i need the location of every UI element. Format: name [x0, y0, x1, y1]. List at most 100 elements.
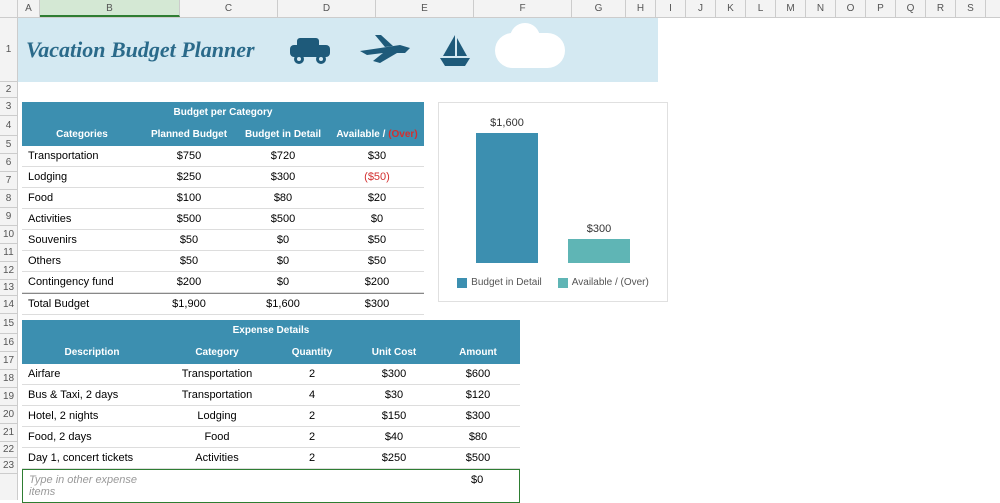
cell-category[interactable]: Activities [22, 209, 142, 229]
budget-row[interactable]: Contingency fund$200$0$200 [22, 272, 424, 293]
col-header-K[interactable]: K [716, 0, 746, 17]
budget-row[interactable]: Food$100$80$20 [22, 188, 424, 209]
spreadsheet-area[interactable]: Vacation Budget Planner Budget per Categ… [18, 18, 1000, 500]
cell-planned[interactable]: $500 [142, 209, 236, 229]
cell-category[interactable]: Others [22, 251, 142, 271]
row-header-17[interactable]: 17 [0, 352, 17, 370]
cell-detail[interactable]: $0 [236, 230, 330, 250]
row-header-18[interactable]: 18 [0, 370, 17, 388]
cell-avail[interactable]: $0 [330, 209, 424, 229]
row-header-1[interactable]: 1 [0, 18, 17, 82]
col-header-N[interactable]: N [806, 0, 836, 17]
row-header-20[interactable]: 20 [0, 406, 17, 424]
cell-avail[interactable]: $20 [330, 188, 424, 208]
cell-avail[interactable]: $50 [330, 251, 424, 271]
cell-planned[interactable]: $200 [142, 272, 236, 292]
col-header-A[interactable]: A [18, 0, 40, 17]
cell-unit[interactable]: $150 [352, 406, 436, 426]
cell-detail[interactable]: $0 [236, 251, 330, 271]
cell-unit[interactable]: $30 [352, 385, 436, 405]
row-header-23[interactable]: 23 [0, 458, 17, 474]
col-header-L[interactable]: L [746, 0, 776, 17]
cell-category[interactable]: Transportation [22, 146, 142, 166]
cell-avail[interactable]: ($50) [330, 167, 424, 187]
row-header-22[interactable]: 22 [0, 442, 17, 458]
cell-amt[interactable]: $300 [436, 406, 520, 426]
row-header-3[interactable]: 3 [0, 98, 17, 116]
budget-total-row[interactable]: Total Budget $1,900 $1,600 $300 [22, 293, 424, 315]
col-header-P[interactable]: P [866, 0, 896, 17]
cell-cat[interactable]: Food [162, 427, 272, 447]
col-header-I[interactable]: I [656, 0, 686, 17]
row-header-7[interactable]: 7 [0, 172, 17, 190]
col-header-E[interactable]: E [376, 0, 474, 17]
cell-desc[interactable]: Bus & Taxi, 2 days [22, 385, 162, 405]
cell-cat[interactable]: Lodging [162, 406, 272, 426]
cell-desc[interactable]: Food, 2 days [22, 427, 162, 447]
cell-planned[interactable]: $50 [142, 230, 236, 250]
col-header-D[interactable]: D [278, 0, 376, 17]
row-header-14[interactable]: 14 [0, 296, 17, 314]
cell-detail[interactable]: $300 [236, 167, 330, 187]
expense-row[interactable]: Day 1, concert ticketsActivities2$250$50… [22, 448, 520, 469]
budget-row[interactable]: Others$50$0$50 [22, 251, 424, 272]
cell-detail[interactable]: $720 [236, 146, 330, 166]
cell-qty[interactable]: 2 [272, 427, 352, 447]
row-header-16[interactable]: 16 [0, 334, 17, 352]
row-header-4[interactable]: 4 [0, 116, 17, 136]
budget-row[interactable]: Lodging$250$300($50) [22, 167, 424, 188]
cell-qty[interactable]: 2 [272, 364, 352, 384]
expense-row[interactable]: Bus & Taxi, 2 daysTransportation4$30$120 [22, 385, 520, 406]
cell-category[interactable]: Lodging [22, 167, 142, 187]
cell-detail[interactable]: $500 [236, 209, 330, 229]
cell-category[interactable]: Souvenirs [22, 230, 142, 250]
col-header-B[interactable]: B [40, 0, 180, 17]
row-header-9[interactable]: 9 [0, 208, 17, 226]
col-header-H[interactable]: H [626, 0, 656, 17]
cell-qty[interactable]: 4 [272, 385, 352, 405]
row-header-21[interactable]: 21 [0, 424, 17, 442]
cell-planned[interactable]: $750 [142, 146, 236, 166]
cell-avail[interactable]: $50 [330, 230, 424, 250]
cell-desc[interactable]: Airfare [22, 364, 162, 384]
select-all-corner[interactable] [0, 0, 18, 18]
col-header-Q[interactable]: Q [896, 0, 926, 17]
cell-amt[interactable]: $120 [436, 385, 520, 405]
cell-amt[interactable]: $80 [436, 427, 520, 447]
col-header-F[interactable]: F [474, 0, 572, 17]
expense-row[interactable]: AirfareTransportation2$300$600 [22, 364, 520, 385]
cell-cat[interactable]: Transportation [162, 364, 272, 384]
cell-detail[interactable]: $0 [236, 272, 330, 292]
budget-row[interactable]: Transportation$750$720$30 [22, 146, 424, 167]
expense-row[interactable]: Hotel, 2 nightsLodging2$150$300 [22, 406, 520, 427]
cell-qty[interactable]: 2 [272, 448, 352, 468]
row-header-6[interactable]: 6 [0, 154, 17, 172]
col-header-C[interactable]: C [180, 0, 278, 17]
cell-category[interactable]: Contingency fund [22, 272, 142, 292]
col-header-J[interactable]: J [686, 0, 716, 17]
row-header-5[interactable]: 5 [0, 136, 17, 154]
row-header-10[interactable]: 10 [0, 226, 17, 244]
cell-planned[interactable]: $50 [142, 251, 236, 271]
cell-avail[interactable]: $200 [330, 272, 424, 292]
cell-amt[interactable]: $500 [436, 448, 520, 468]
input-placeholder[interactable]: Type in other expense items [23, 470, 162, 502]
cell-desc[interactable]: Hotel, 2 nights [22, 406, 162, 426]
expense-row[interactable]: Food, 2 daysFood2$40$80 [22, 427, 520, 448]
expense-input-row[interactable]: Type in other expense items $0 [22, 469, 520, 503]
cell-cat[interactable]: Transportation [162, 385, 272, 405]
col-header-M[interactable]: M [776, 0, 806, 17]
col-header-S[interactable]: S [956, 0, 986, 17]
row-header-15[interactable]: 15 [0, 314, 17, 334]
col-header-R[interactable]: R [926, 0, 956, 17]
cell-cat[interactable]: Activities [162, 448, 272, 468]
cell-amt[interactable]: $600 [436, 364, 520, 384]
cell-planned[interactable]: $100 [142, 188, 236, 208]
col-header-O[interactable]: O [836, 0, 866, 17]
budget-row[interactable]: Souvenirs$50$0$50 [22, 230, 424, 251]
cell-qty[interactable]: 2 [272, 406, 352, 426]
cell-unit[interactable]: $40 [352, 427, 436, 447]
budget-row[interactable]: Activities$500$500$0 [22, 209, 424, 230]
cell-desc[interactable]: Day 1, concert tickets [22, 448, 162, 468]
row-header-13[interactable]: 13 [0, 280, 17, 296]
